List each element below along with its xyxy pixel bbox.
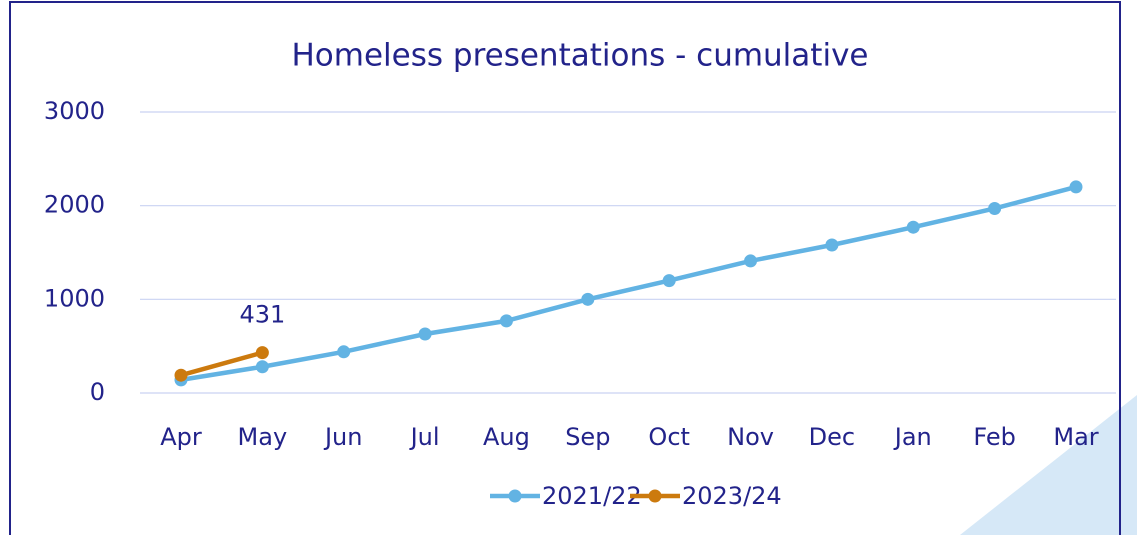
y-tick-label: 0	[90, 378, 105, 406]
data-point	[255, 346, 269, 360]
x-tick-label: Jul	[409, 423, 440, 451]
x-tick-label: Jan	[893, 423, 932, 451]
decor-triangle	[960, 395, 1137, 535]
x-tick-label: Aug	[483, 423, 530, 451]
x-tick-label: Sep	[565, 423, 610, 451]
data-point	[988, 201, 1002, 215]
legend-marker	[648, 489, 662, 503]
y-tick-label: 1000	[44, 284, 105, 312]
x-tick-label: Nov	[727, 423, 774, 451]
data-point	[662, 274, 676, 288]
data-point	[337, 345, 351, 359]
x-tick-label: May	[238, 423, 288, 451]
data-point	[825, 238, 839, 252]
series-line	[180, 184, 1077, 383]
x-tick-label: Apr	[160, 423, 202, 451]
frame	[9, 1, 1121, 535]
data-point	[906, 220, 920, 234]
data-point	[744, 254, 758, 268]
legend-label: 2023/24	[682, 482, 782, 510]
x-tick-label: Jun	[323, 423, 363, 451]
legend-marker	[508, 489, 522, 503]
data-point	[418, 327, 432, 341]
y-tick-label: 2000	[44, 191, 105, 219]
data-label: 431	[239, 301, 285, 329]
x-tick-label: Dec	[809, 423, 855, 451]
data-point	[499, 314, 513, 328]
data-point	[1069, 180, 1083, 194]
data-point	[255, 360, 269, 374]
data-point	[581, 292, 595, 306]
x-tick-label: Mar	[1053, 423, 1098, 451]
data-point	[174, 368, 188, 382]
x-tick-label: Oct	[648, 423, 690, 451]
series-line	[180, 350, 263, 378]
x-tick-label: Feb	[973, 423, 1016, 451]
legend-label: 2021/22	[542, 482, 642, 510]
chart-title: Homeless presentations - cumulative	[292, 38, 869, 74]
y-tick-label: 3000	[44, 97, 105, 125]
